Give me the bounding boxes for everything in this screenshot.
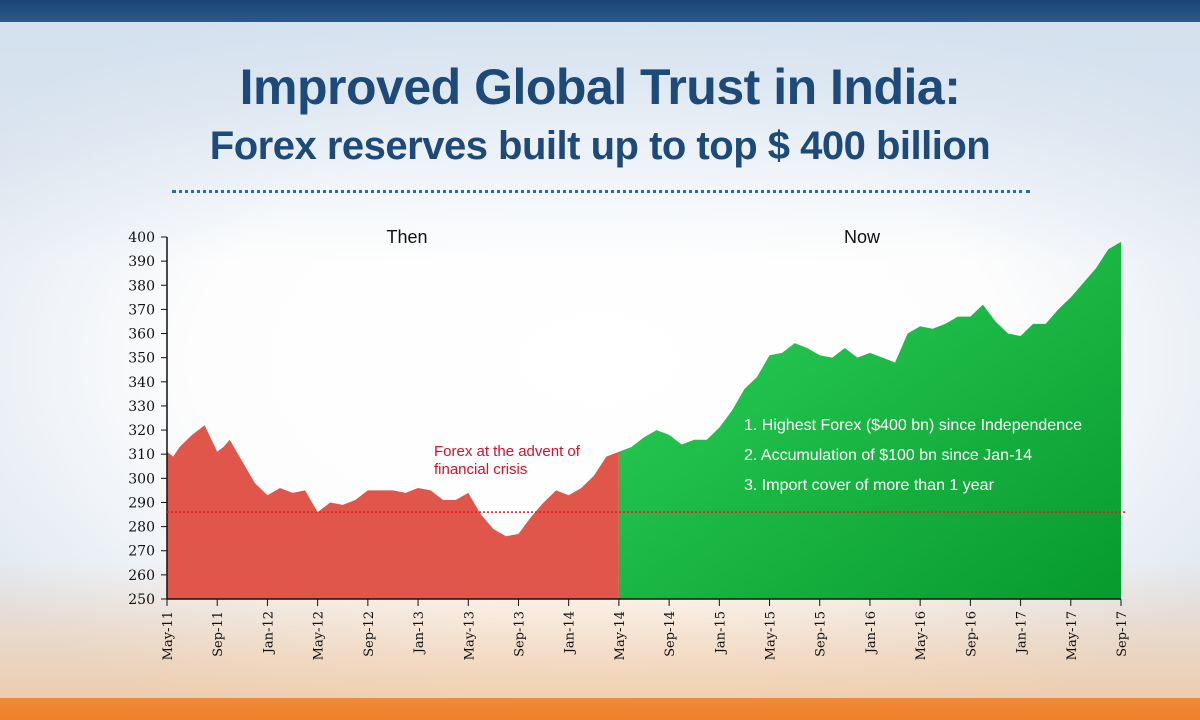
y-tick-label: 330: [128, 399, 155, 415]
x-tick-label: Sep-14: [663, 611, 678, 657]
y-tick-label: 270: [128, 544, 155, 560]
annotation-1: 1. Highest Forex ($400 bn) since Indepen…: [744, 417, 1082, 434]
y-tick-label: 280: [128, 520, 155, 536]
y-tick-label: 380: [128, 278, 155, 294]
top-band: [0, 0, 1200, 22]
y-tick-label: 360: [128, 327, 155, 343]
y-tick-label: 400: [128, 230, 155, 246]
x-tick-label: Sep-13: [512, 611, 527, 657]
series-label-then: Then: [386, 227, 427, 247]
x-tick-label: Sep-17: [1115, 611, 1130, 657]
x-tick-label: May-17: [1065, 611, 1080, 660]
top-fade: [0, 22, 1200, 262]
x-tick-label: Jan-16: [864, 611, 879, 655]
title-divider: [172, 190, 1030, 193]
y-tick-label: 370: [128, 302, 155, 318]
x-tick-label: Sep-15: [814, 611, 829, 657]
y-tick-label: 290: [128, 495, 155, 511]
x-tick-label: May-11: [161, 611, 176, 660]
title-line-2: Forex reserves built up to top $ 400 bil…: [209, 124, 991, 168]
reference-label-line-1: Forex at the advent of: [434, 443, 581, 460]
y-tick-label: 320: [128, 423, 155, 439]
annotation-2: 2. Accumulation of $100 bn since Jan-14: [744, 447, 1032, 464]
x-tick-label: May-16: [914, 611, 929, 660]
y-tick-label: 300: [128, 471, 155, 487]
x-tick-label: Jan-17: [1015, 611, 1030, 655]
x-tick-label: Sep-16: [964, 611, 979, 657]
x-tick-label: May-13: [462, 611, 477, 660]
y-tick-label: 390: [128, 254, 155, 270]
bottom-band: [0, 698, 1200, 720]
y-tick-label: 310: [128, 447, 155, 463]
y-tick-label: 350: [128, 351, 155, 367]
x-tick-label: Jan-15: [713, 611, 728, 655]
reference-label-line-2: financial crisis: [434, 461, 527, 478]
series-label-now: Now: [844, 227, 881, 247]
y-tick-label: 250: [128, 592, 155, 608]
x-tick-label: Jan-13: [412, 611, 427, 655]
x-tick-label: Jan-14: [563, 611, 578, 655]
x-tick-label: May-14: [613, 611, 628, 660]
annotation-3: 3. Import cover of more than 1 year: [744, 477, 995, 494]
y-tick-label: 260: [128, 568, 155, 584]
x-tick-label: Sep-11: [211, 611, 226, 657]
series-area-now: [618, 241, 1121, 599]
y-tick-label: 340: [128, 375, 155, 391]
title-line-1: Improved Global Trust in India:: [239, 59, 961, 115]
x-tick-label: May-12: [312, 611, 327, 660]
x-tick-label: Sep-12: [362, 611, 377, 657]
x-tick-label: Jan-12: [261, 611, 276, 655]
x-tick-label: May-15: [764, 611, 779, 660]
